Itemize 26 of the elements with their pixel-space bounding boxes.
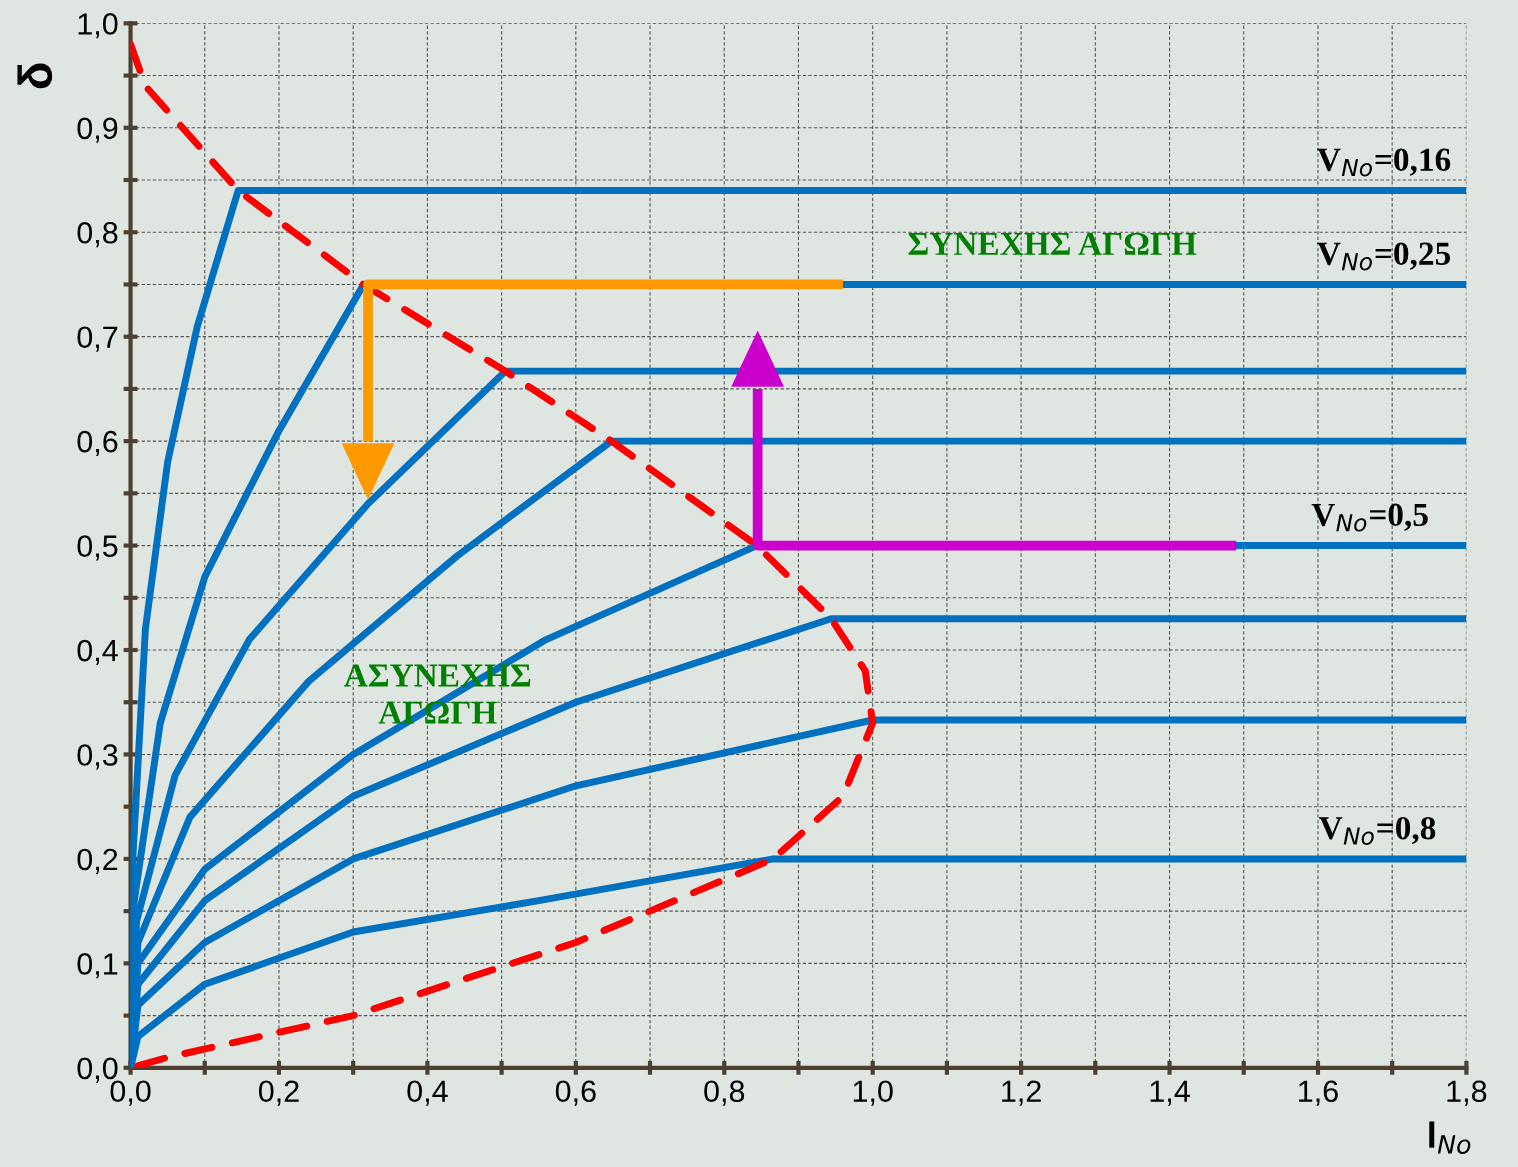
y-tick-label: 0,5 bbox=[77, 535, 118, 561]
annotation: ΣΥΝΕΧΗΣ ΑΓΩΓΗ bbox=[908, 232, 1197, 255]
x-tick-label: 1,0 bbox=[853, 1080, 893, 1106]
x-tick-label: 0,8 bbox=[704, 1080, 745, 1106]
y-tick-label: 0,8 bbox=[77, 221, 118, 248]
x-tick-label: 0,6 bbox=[555, 1080, 596, 1106]
x-axis-title: l$_{No}$ bbox=[1429, 1121, 1471, 1154]
x-tick-label: 1,2 bbox=[1002, 1080, 1041, 1106]
annotation: V$_{No}$=0,16 bbox=[1317, 148, 1451, 177]
x-tick-label: 0,4 bbox=[407, 1080, 448, 1106]
y-tick-label: 0,7 bbox=[77, 326, 118, 352]
x-tick-label: 1,4 bbox=[1150, 1080, 1190, 1106]
y-tick-label: 0,6 bbox=[77, 430, 118, 457]
x-tick-label: 0,2 bbox=[258, 1080, 299, 1106]
y-tick-label: 0,2 bbox=[77, 848, 118, 874]
annotation: V$_{No}$=0,8 bbox=[1319, 816, 1436, 845]
x-tick-label: 1,6 bbox=[1299, 1080, 1338, 1106]
y-tick-label: 1,0 bbox=[78, 13, 118, 39]
annotation: V$_{No}$=0,5 bbox=[1311, 503, 1428, 532]
y-tick-label: 0,9 bbox=[77, 117, 118, 143]
y-tick-label: 0,3 bbox=[77, 744, 118, 770]
y-axis-title: δ bbox=[17, 63, 53, 89]
annotation: V$_{No}$=0,25 bbox=[1317, 242, 1451, 271]
y-tick-label: 0,4 bbox=[77, 639, 118, 665]
y-tick-label: 0,1 bbox=[77, 953, 118, 979]
x-tick-label: 1,8 bbox=[1447, 1080, 1487, 1106]
